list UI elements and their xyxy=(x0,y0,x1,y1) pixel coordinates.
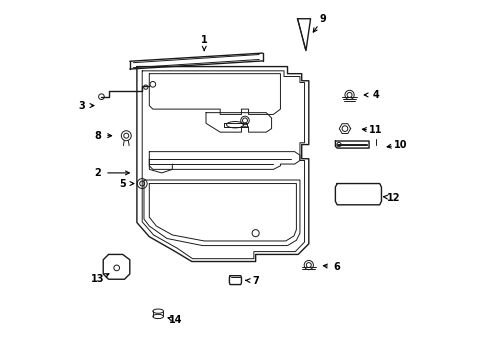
Text: 14: 14 xyxy=(169,315,183,325)
Text: 5: 5 xyxy=(120,179,126,189)
Text: 4: 4 xyxy=(373,90,380,100)
Text: 6: 6 xyxy=(334,262,341,272)
Text: 1: 1 xyxy=(201,35,208,45)
Text: 7: 7 xyxy=(252,276,259,286)
Text: 10: 10 xyxy=(394,140,408,149)
Text: 12: 12 xyxy=(387,193,401,203)
Text: 11: 11 xyxy=(369,125,383,135)
Text: 3: 3 xyxy=(78,100,85,111)
Text: 2: 2 xyxy=(95,168,101,178)
Text: 8: 8 xyxy=(95,131,101,141)
Text: 9: 9 xyxy=(319,14,326,24)
Text: 13: 13 xyxy=(91,274,105,284)
